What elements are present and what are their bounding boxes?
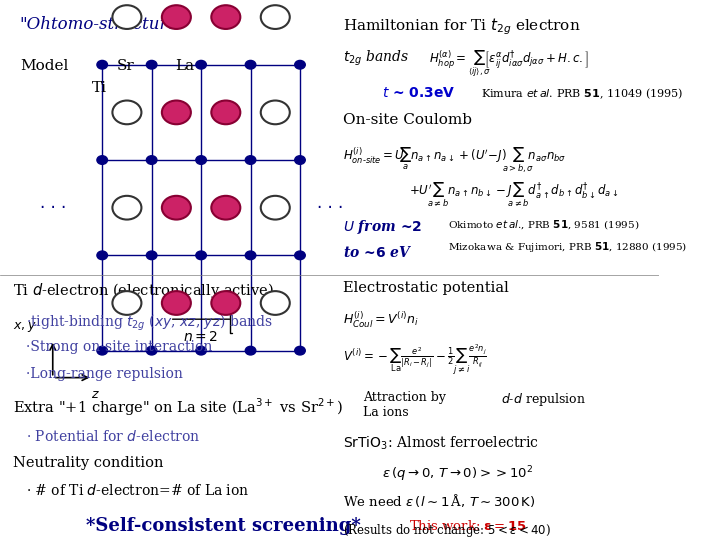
Text: $\rm SrTiO_3$: Almost ferroelectric: $\rm SrTiO_3$: Almost ferroelectric [343,434,539,451]
Text: Ti: Ti [92,81,107,95]
Circle shape [146,60,157,69]
Circle shape [246,251,256,260]
Circle shape [112,196,141,220]
Circle shape [261,196,289,220]
Text: · · ·: · · · [40,199,66,217]
Circle shape [196,346,207,355]
Circle shape [146,251,157,260]
Circle shape [146,346,157,355]
Text: $n = 2$: $n = 2$ [184,330,219,344]
Text: $d$-$d$ repulsion: $d$-$d$ repulsion [501,391,586,408]
Text: $\mathit{U}$ from ~$\mathbf{2}$: $\mathit{U}$ from ~$\mathbf{2}$ [343,219,422,237]
Text: *Self-consistent screening*: *Self-consistent screening* [86,517,361,535]
Text: Model: Model [19,59,68,73]
Text: Mizokawa & Fujimori, PRB $\mathbf{51}$, 12880 (1995): Mizokawa & Fujimori, PRB $\mathbf{51}$, … [449,240,688,254]
Circle shape [146,156,157,164]
Text: $x,y$: $x,y$ [12,320,36,334]
Text: On-site Coulomb: On-site Coulomb [343,113,472,127]
Circle shape [261,100,289,124]
Text: $t$ ~ $\mathbf{0.3eV}$: $t$ ~ $\mathbf{0.3eV}$ [382,86,456,100]
Text: "Ohtomo-structure": "Ohtomo-structure" [19,16,186,33]
Circle shape [97,346,107,355]
Circle shape [112,5,141,29]
Text: $V^{(i)} = -\sum_{\rm La} \frac{e^2}{|R_i - R_j|} - \frac{1}{2}\sum_{j\neq i} \f: $V^{(i)} = -\sum_{\rm La} \frac{e^2}{|R_… [343,342,487,377]
Circle shape [196,60,207,69]
Circle shape [162,5,191,29]
Text: Attraction by
La ions: Attraction by La ions [363,391,446,419]
Text: $H_{hop}^{(\alpha)} = \sum_{\langle ij\rangle,\sigma} \!\!\left[ \varepsilon_{ij: $H_{hop}^{(\alpha)} = \sum_{\langle ij\r… [428,49,589,79]
Circle shape [97,251,107,260]
Circle shape [211,100,240,124]
Text: · · ·: · · · [317,199,343,217]
Text: $t_{2g}$ bands: $t_{2g}$ bands [343,49,409,68]
Text: Okimoto $et\,al$., PRB $\mathbf{51}$, 9581 (1995): Okimoto $et\,al$., PRB $\mathbf{51}$, 95… [449,219,640,232]
Circle shape [294,251,305,260]
Circle shape [162,100,191,124]
Circle shape [162,196,191,220]
Circle shape [112,100,141,124]
Circle shape [211,196,240,220]
Text: Neutrality condition: Neutrality condition [13,456,163,470]
Text: $+ U^{\prime}\!\!\sum_{a\neq b} n_{a\uparrow} n_{b\downarrow} - J\!\!\sum_{a\neq: $+ U^{\prime}\!\!\sum_{a\neq b} n_{a\upa… [409,181,618,210]
Text: · Potential for $d$-electron: · Potential for $d$-electron [27,429,201,444]
Circle shape [211,5,240,29]
Text: · # of Ti $d$-electron=# of La ion: · # of Ti $d$-electron=# of La ion [27,483,250,498]
Text: ·tight-binding $t_{2g}$ ($xy$, $xz$, $yz$) bands: ·tight-binding $t_{2g}$ ($xy$, $xz$, $yz… [27,313,273,333]
Text: $H_{Coul}^{(i)} = V^{(i)} n_i$: $H_{Coul}^{(i)} = V^{(i)} n_i$ [343,310,419,330]
Circle shape [246,156,256,164]
Circle shape [246,60,256,69]
Circle shape [112,291,141,315]
Text: $\varepsilon\,(q\rightarrow 0,\, T\rightarrow 0) >> 10^{2}$: $\varepsilon\,(q\rightarrow 0,\, T\right… [382,464,534,483]
Circle shape [261,291,289,315]
Circle shape [196,156,207,164]
Text: (Results do not change: $5 < \varepsilon < 40$): (Results do not change: $5 < \varepsilon… [343,523,551,539]
Circle shape [196,251,207,260]
Text: This work: $\boldsymbol{\varepsilon} =\mathbf{15}$: This work: $\boldsymbol{\varepsilon} =\m… [409,519,527,533]
Text: Sr: Sr [117,59,134,73]
Circle shape [294,346,305,355]
Text: $H_{on\text{-}site}^{(i)} = U\!\!\sum_{a} n_{a\uparrow} n_{a\downarrow} + (U^{\p: $H_{on\text{-}site}^{(i)} = U\!\!\sum_{a… [343,146,566,176]
Text: Hamiltonian for Ti $t_{2g}$ electron: Hamiltonian for Ti $t_{2g}$ electron [343,16,580,37]
Circle shape [97,60,107,69]
Circle shape [294,156,305,164]
Text: We need $\varepsilon\,(l \sim 1\,$Å$,\, T \sim 300\,\rm K)$: We need $\varepsilon\,(l \sim 1\,$Å$,\, … [343,492,536,509]
Circle shape [162,291,191,315]
Text: Extra "+1 charge" on La site (La$^{3+}$ vs Sr$^{2+}$): Extra "+1 charge" on La site (La$^{3+}$ … [13,396,343,418]
Circle shape [246,346,256,355]
Text: La: La [175,59,194,73]
Text: ·Long-range repulsion: ·Long-range repulsion [27,367,184,381]
Text: ·Strong on-site interaction: ·Strong on-site interaction [27,340,212,354]
Text: Electrostatic potential: Electrostatic potential [343,280,508,294]
Text: to ~$\mathbf{6}$ eV: to ~$\mathbf{6}$ eV [343,246,413,260]
Circle shape [97,156,107,164]
Text: Ti $d$-electron (electronically active): Ti $d$-electron (electronically active) [13,280,274,300]
Circle shape [261,5,289,29]
Circle shape [211,291,240,315]
Text: $z$: $z$ [91,388,100,401]
Circle shape [294,60,305,69]
Text: Kimura $et\,al$. PRB $\mathbf{51}$, 11049 (1995): Kimura $et\,al$. PRB $\mathbf{51}$, 1104… [481,86,683,101]
